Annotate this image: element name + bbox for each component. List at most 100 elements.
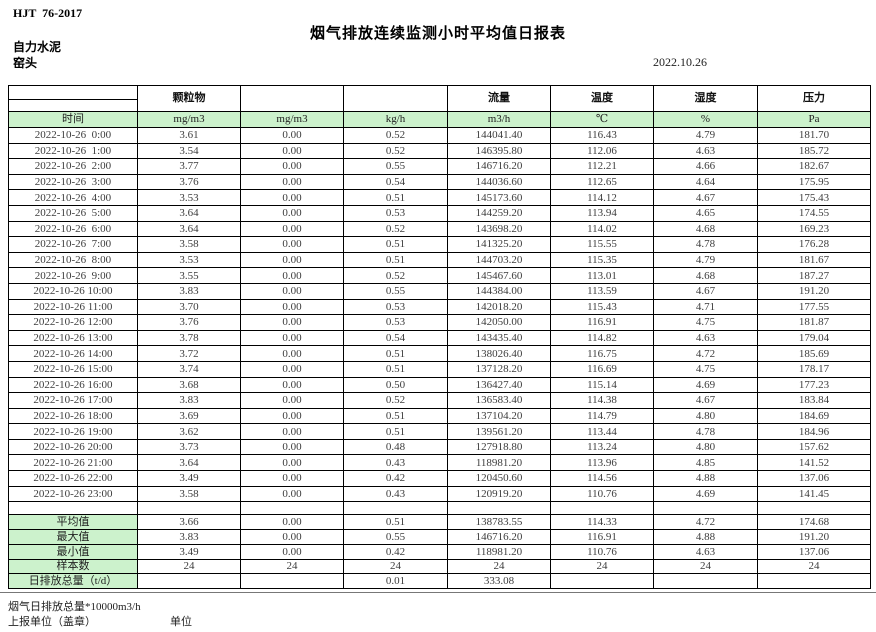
column-group-header-row: 颗粒物 流量 温度 湿度 压力 (8, 85, 871, 112)
summary-value-cell: 24 (447, 558, 551, 575)
value-cell: 146716.20 (447, 158, 551, 175)
value-cell: 142050.00 (447, 314, 551, 331)
table-row: 2022-10-26 22:00 3.49 0.00 0.42 120450.6… (8, 470, 871, 487)
value-cell: 114.02 (550, 220, 654, 238)
value-cell: 120450.60 (447, 470, 551, 487)
page-divider-line (0, 592, 876, 593)
value-cell: 141.52 (757, 454, 871, 472)
value-cell: 0.51 (343, 189, 448, 206)
value-cell: 4.71 (653, 298, 758, 316)
value-cell: 143435.40 (447, 329, 551, 347)
summary-value-cell: 0.42 (343, 543, 448, 560)
value-cell: 112.06 (550, 142, 654, 160)
unit-cell-kgh: kg/h (343, 111, 448, 128)
value-cell: 4.78 (653, 236, 758, 253)
time-cell: 2022-10-26 19:00 (8, 423, 138, 440)
value-cell: 4.68 (653, 267, 758, 284)
summary-value-cell: 3.83 (137, 529, 241, 545)
value-cell: 0.55 (343, 282, 448, 300)
value-cell: 3.78 (137, 329, 241, 347)
value-cell: 181.87 (757, 314, 871, 331)
value-cell: 137128.20 (447, 360, 551, 378)
table-row: 2022-10-26 21:00 3.64 0.00 0.43 118981.2… (8, 454, 871, 472)
value-cell: 116.43 (550, 127, 654, 144)
value-cell: 0.00 (240, 158, 344, 175)
column-header-flow: 流量 (447, 85, 551, 112)
table-row: 2022-10-26 16:00 3.68 0.00 0.50 136427.4… (8, 376, 871, 394)
report-unit-label: 上报单位（盖章） (8, 616, 96, 628)
value-cell: 175.43 (757, 189, 871, 206)
time-cell: 2022-10-26 20:00 (8, 438, 138, 456)
value-cell: 3.62 (137, 423, 241, 440)
value-cell: 174.55 (757, 204, 871, 222)
value-cell: 127918.80 (447, 438, 551, 456)
time-cell: 2022-10-26 10:00 (8, 282, 138, 300)
value-cell: 3.74 (137, 360, 241, 378)
value-cell: 3.73 (137, 438, 241, 456)
value-cell: 136583.40 (447, 392, 551, 409)
value-cell: 183.84 (757, 392, 871, 409)
value-cell: 4.69 (653, 485, 758, 503)
value-cell: 118981.20 (447, 454, 551, 472)
value-cell: 185.72 (757, 142, 871, 160)
value-cell: 4.67 (653, 282, 758, 300)
time-cell: 2022-10-26 7:00 (8, 236, 138, 253)
value-cell: 145173.60 (447, 189, 551, 206)
value-cell: 0.53 (343, 298, 448, 316)
value-cell: 113.44 (550, 423, 654, 440)
table-row: 2022-10-26 23:00 3.58 0.00 0.43 120919.2… (8, 485, 871, 503)
table-row: 2022-10-26 8:00 3.53 0.00 0.51 144703.20… (8, 251, 871, 269)
table-row: 2022-10-26 14:00 3.72 0.00 0.51 138026.4… (8, 345, 871, 362)
summary-label-cell: 样本数 (8, 558, 138, 575)
value-cell: 115.43 (550, 298, 654, 316)
table-row: 2022-10-26 19:00 3.62 0.00 0.51 139561.2… (8, 423, 871, 440)
value-cell: 187.27 (757, 267, 871, 284)
value-cell: 115.55 (550, 236, 654, 253)
value-cell: 0.51 (343, 345, 448, 362)
value-cell: 136427.40 (447, 376, 551, 394)
summary-value-cell: 137.06 (757, 543, 871, 560)
value-cell: 0.00 (240, 423, 344, 440)
time-cell: 2022-10-26 17:00 (8, 392, 138, 409)
table-row: 2022-10-26 15:00 3.74 0.00 0.51 137128.2… (8, 360, 871, 378)
value-cell: 0.53 (343, 204, 448, 222)
table-row: 2022-10-26 17:00 3.83 0.00 0.52 136583.4… (8, 392, 871, 409)
summary-label-cell: 最大值 (8, 529, 138, 545)
value-cell: 3.64 (137, 220, 241, 238)
value-cell: 191.20 (757, 282, 871, 300)
value-cell: 142018.20 (447, 298, 551, 316)
value-cell: 4.88 (653, 470, 758, 487)
value-cell: 0.00 (240, 345, 344, 362)
time-cell: 2022-10-26 1:00 (8, 142, 138, 160)
summary-row: 样本数 24 24 24 24 24 24 24 (8, 558, 871, 575)
value-cell: 114.12 (550, 189, 654, 206)
summary-value-cell: 110.76 (550, 543, 654, 560)
value-cell: 0.43 (343, 454, 448, 472)
table-row: 2022-10-26 12:00 3.76 0.00 0.53 142050.0… (8, 314, 871, 331)
value-cell: 0.00 (240, 142, 344, 160)
value-cell: 4.63 (653, 142, 758, 160)
value-cell: 184.69 (757, 407, 871, 425)
value-cell: 4.72 (653, 345, 758, 362)
time-cell: 2022-10-26 11:00 (8, 298, 138, 316)
value-cell: 0.00 (240, 127, 344, 144)
column-header-empty-1 (240, 85, 344, 112)
summary-value-cell (240, 573, 344, 590)
value-cell: 4.78 (653, 423, 758, 440)
value-cell: 0.00 (240, 438, 344, 456)
value-cell: 169.23 (757, 220, 871, 238)
value-cell: 0.00 (240, 173, 344, 191)
value-cell: 4.75 (653, 314, 758, 331)
value-cell: 0.52 (343, 142, 448, 160)
value-cell: 4.79 (653, 251, 758, 269)
summary-label-cell: 最小值 (8, 543, 138, 560)
value-cell: 0.52 (343, 392, 448, 409)
time-cell: 2022-10-26 21:00 (8, 454, 138, 472)
value-cell: 3.53 (137, 189, 241, 206)
value-cell: 182.67 (757, 158, 871, 175)
value-cell: 3.61 (137, 127, 241, 144)
value-cell: 177.55 (757, 298, 871, 316)
value-cell: 116.75 (550, 345, 654, 362)
value-cell: 3.83 (137, 392, 241, 409)
